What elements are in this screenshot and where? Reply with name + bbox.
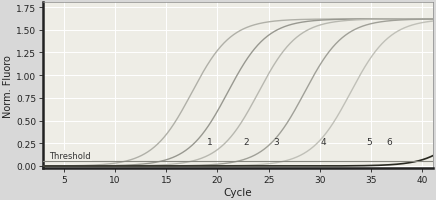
- Text: 3: 3: [273, 137, 279, 146]
- Text: 6: 6: [387, 137, 392, 146]
- Text: 4: 4: [320, 137, 326, 146]
- Text: 1: 1: [208, 137, 213, 146]
- Text: Threshold: Threshold: [49, 151, 91, 160]
- Text: 2: 2: [243, 137, 249, 146]
- Y-axis label: Norm. Fluoro: Norm. Fluoro: [3, 54, 14, 117]
- Text: 5: 5: [366, 137, 372, 146]
- X-axis label: Cycle: Cycle: [224, 187, 252, 197]
